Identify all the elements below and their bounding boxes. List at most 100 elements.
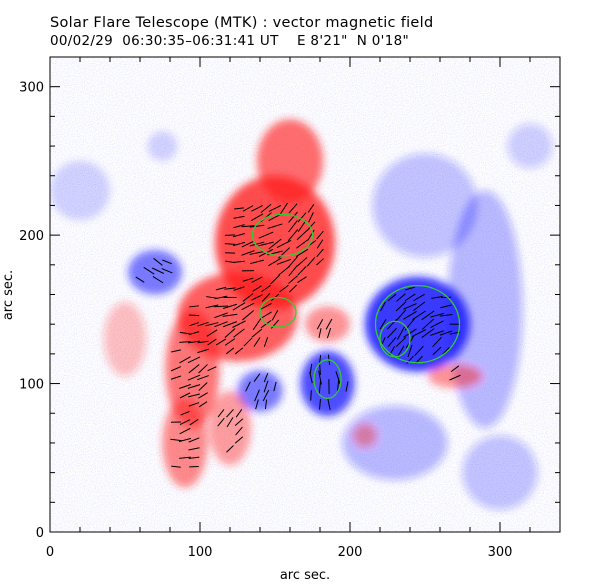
field-vector: [268, 238, 282, 250]
field-vector: [316, 318, 324, 330]
field-vector: [379, 318, 387, 330]
field-vector: [260, 320, 272, 329]
field-vector: [316, 230, 324, 240]
field-vector: [252, 285, 262, 292]
field-vector: [432, 346, 442, 356]
field-vector: [308, 212, 314, 223]
field-vector: [268, 257, 282, 267]
field-vector: [241, 225, 255, 228]
field-vector: [251, 205, 263, 212]
field-contour: [379, 320, 411, 358]
field-vector: [421, 310, 435, 321]
field-vector: [404, 293, 416, 302]
field-vector: [387, 337, 397, 347]
x-tick-label: 100: [188, 545, 213, 560]
field-vector: [263, 380, 269, 393]
field-vector: [207, 366, 217, 372]
field-vector: [253, 373, 261, 382]
field-vector: [198, 382, 208, 391]
field-vector: [232, 241, 246, 247]
field-vector: [255, 399, 259, 410]
field-vector: [296, 239, 308, 249]
field-vector: [214, 312, 228, 319]
field-vector: [429, 312, 445, 318]
field-vector: [197, 348, 209, 354]
field-vector: [250, 213, 264, 222]
field-vector: [414, 345, 424, 356]
field-vector: [297, 265, 307, 276]
field-vector: [403, 310, 417, 320]
field-vector: [268, 204, 282, 212]
field-vector: [222, 303, 238, 309]
field-vector: [261, 284, 271, 293]
field-vector: [233, 260, 245, 263]
field-vector: [188, 437, 200, 443]
field-vector: [306, 257, 316, 267]
field-vector: [233, 215, 245, 219]
x-tick-label: 200: [338, 545, 363, 560]
field-vector: [297, 220, 307, 233]
field-vector: [249, 224, 265, 228]
field-vector: [396, 293, 406, 302]
field-vector: [241, 240, 255, 248]
field-vector: [170, 438, 182, 442]
field-vector: [234, 436, 244, 444]
field-vector: [260, 311, 272, 320]
field-vector: [235, 426, 243, 436]
field-vector: [260, 302, 272, 310]
field-vector: [187, 374, 201, 381]
field-vector: [307, 229, 315, 241]
field-vector: [188, 456, 200, 459]
field-vector: [179, 392, 191, 399]
field-vector: [179, 384, 191, 390]
field-vector: [249, 241, 265, 247]
field-vector: [432, 336, 442, 348]
field-vector: [421, 318, 435, 330]
field-vector: [273, 381, 277, 392]
field-vector: [310, 390, 312, 401]
field-vector: [296, 230, 308, 241]
field-contour: [251, 213, 314, 257]
field-vector: [450, 365, 460, 373]
field-vector: [178, 437, 192, 443]
field-vector: [222, 321, 238, 328]
field-vector: [222, 313, 238, 317]
field-vector: [327, 398, 331, 410]
field-vector: [260, 203, 272, 213]
field-vector: [179, 331, 191, 335]
positive-polarity-region: [165, 309, 220, 429]
field-vector: [251, 294, 263, 301]
field-vector: [242, 277, 254, 282]
field-vector: [214, 321, 228, 328]
field-vector: [232, 233, 246, 238]
positive-polarity-region: [428, 364, 482, 389]
field-vector: [188, 364, 200, 374]
field-vector: [270, 274, 280, 285]
field-vector: [245, 381, 251, 392]
positive-polarity-region: [162, 398, 208, 488]
field-vector: [179, 356, 191, 364]
field-vector: [309, 371, 313, 384]
field-vector: [232, 320, 246, 328]
field-vector: [205, 304, 219, 309]
negative-polarity-region: [147, 131, 178, 161]
field-vector: [412, 310, 426, 320]
field-vector: [233, 286, 245, 291]
field-vector: [318, 328, 322, 339]
field-vector: [403, 328, 417, 338]
field-vector: [263, 372, 269, 383]
field-vector: [234, 207, 244, 210]
field-vector: [288, 284, 298, 293]
x-axis-label: arc sec.: [280, 568, 330, 583]
field-contour: [259, 296, 297, 328]
negative-polarity-region: [128, 249, 182, 295]
field-vector: [179, 419, 191, 426]
field-vector: [297, 276, 307, 284]
field-vector: [189, 322, 199, 327]
field-vector: [187, 384, 201, 389]
field-vector: [316, 248, 324, 258]
positive-polarity-region: [353, 423, 377, 448]
field-vector: [295, 248, 309, 257]
field-vector: [234, 418, 244, 426]
